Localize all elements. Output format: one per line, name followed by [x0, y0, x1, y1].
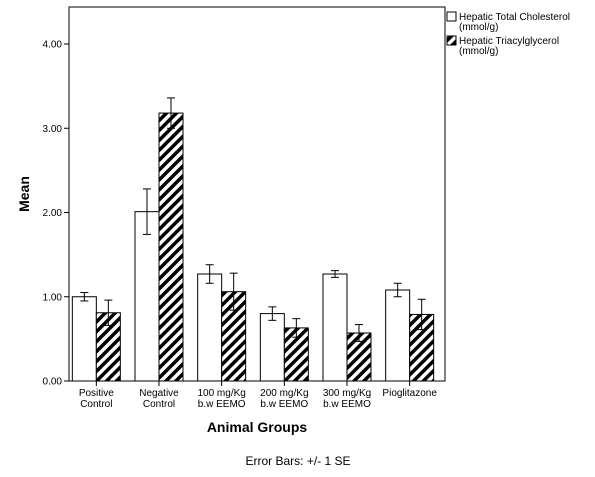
y-axis-ticks: 0.00 1.00 2.00 3.00 4.00 — [43, 40, 69, 388]
x-tick-label: 100 mg/Kg b.w EEMO — [197, 388, 245, 410]
bar-triacylglycerol — [158, 112, 184, 382]
x-tick-label: 300 mg/Kg b.w EEMO — [323, 388, 371, 410]
bar-total-cholesterol — [385, 289, 411, 382]
bar-total-cholesterol — [322, 273, 348, 382]
y-tick-label: 0.00 — [43, 377, 63, 388]
x-tick-label: Pioglitazone — [382, 388, 437, 399]
y-tick-label: 2.00 — [43, 208, 63, 219]
x-tick-label: Negative Control — [139, 388, 179, 410]
bar-total-cholesterol — [197, 273, 223, 382]
legend: Hepatic Total Cholesterol (mmol/g) Hepatic… — [446, 11, 570, 57]
x-tick-label: 200 mg/Kg b.w EEMO — [260, 388, 308, 410]
x-tick-label: Positive Control — [79, 388, 114, 410]
y-axis-title: Mean — [16, 176, 32, 212]
y-tick-label: 1.00 — [43, 292, 63, 303]
bars — [71, 97, 435, 382]
y-tick-label: 4.00 — [43, 40, 63, 51]
legend-label-triacylglycerol: Hepatic Triacylglycerol (mmol/g) — [459, 36, 559, 57]
legend-swatch-total-cholesterol — [446, 11, 457, 22]
x-axis-ticks: Positive Control Negative Control 100 mg/Kg b… — [79, 381, 437, 410]
bar-total-cholesterol — [259, 313, 285, 382]
plot-area — [68, 6, 446, 382]
bar-total-cholesterol — [71, 296, 97, 382]
bar-total-cholesterol — [134, 211, 160, 382]
error-bars-footnote: Error Bars: +/- 1 SE — [245, 454, 350, 468]
y-tick-label: 3.00 — [43, 124, 63, 135]
legend-label-total-cholesterol: Hepatic Total Cholesterol (mmol/g) — [459, 12, 570, 33]
x-axis-title: Animal Groups — [207, 419, 308, 435]
legend-swatch-triacylglycerol — [446, 35, 457, 46]
